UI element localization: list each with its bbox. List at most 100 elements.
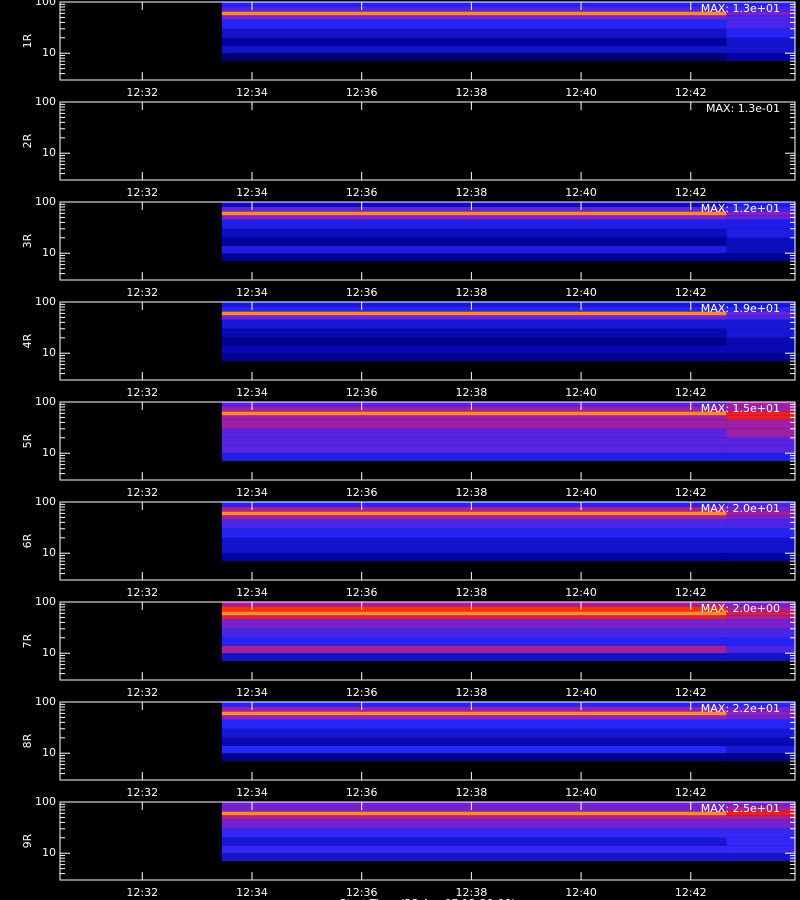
heatmap-cell [221,6,727,12]
x-tick-label: 12:32 [126,686,158,699]
heatmap-cell [726,102,795,107]
heatmap-cell [221,411,727,416]
x-tick-label: 12:36 [346,86,378,99]
x-tick-label: 12:32 [126,586,158,599]
heatmap-cell [726,753,795,762]
heatmap-cell [726,6,795,12]
plot-frame [59,401,796,481]
x-tick-label: 12:32 [126,486,158,499]
y-axis-label: 8R [21,733,34,748]
x-tick-label: 12:32 [126,786,158,799]
heatmap-cell [221,153,727,162]
x-tick-label: 12:38 [456,486,488,499]
max-annotation: MAX: 1.9e+01 [701,302,780,315]
heatmap-cell [726,111,795,116]
x-tick-label: 12:32 [126,286,158,299]
heatmap-cell [726,615,795,620]
heatmap-cell [726,828,795,838]
heatmap-cell [221,837,727,846]
x-tick-label: 12:42 [675,686,707,699]
y-tick-label: 10 [42,346,56,359]
heatmap-cell [726,419,795,429]
x-tick-label: 12:36 [346,486,378,499]
heatmap-cell [221,728,727,738]
y-tick-label: 100 [35,295,56,308]
heatmap-cell [221,219,727,229]
heatmap-cell [726,528,795,538]
x-tick-label: 12:38 [456,686,488,699]
x-tick-label: 12:34 [236,586,268,599]
heatmap-cell [726,215,795,220]
heatmap-cell [221,211,727,216]
heatmap-cell [221,637,727,646]
x-tick-label: 12:42 [675,386,707,399]
x-tick-label: 12:34 [236,686,268,699]
heatmap-cell [221,828,727,838]
x-tick-label: 12:38 [456,886,488,899]
y-tick-label: 10 [42,446,56,459]
heatmap-cell [726,602,795,607]
heatmap-cell [221,428,727,438]
heatmap-cell [726,406,795,412]
plot-frame [59,1,796,81]
plot-frame [59,801,796,881]
heatmap-cell [221,745,727,754]
heatmap-cell [221,253,727,262]
heatmap-cell [221,237,727,246]
y-tick-label: 100 [35,395,56,408]
heatmap-cell [726,306,795,312]
heatmap-cell [726,637,795,646]
heatmap-cell [726,815,795,820]
y-tick-label: 10 [42,646,56,659]
heatmap-cell [726,219,795,229]
heatmap-cell [726,206,795,212]
heatmap-cell [726,237,795,246]
max-annotation: MAX: 2.2e+01 [701,702,780,715]
x-tick-label: 12:42 [675,286,707,299]
heatmap-cell [726,315,795,320]
heatmap-cell [221,37,727,46]
heatmap-cell [221,415,727,420]
heatmap-cell [726,619,795,629]
x-tick-label: 12:38 [456,786,488,799]
x-tick-label: 12:34 [236,386,268,399]
heatmap-cell [221,615,727,620]
heatmap-cell [726,45,795,54]
heatmap-cell [221,145,727,154]
heatmap-cell [726,115,795,120]
heatmap-cell [726,337,795,346]
x-tick-label: 12:32 [126,886,158,899]
heatmap-cell [221,806,727,812]
heatmap-cell [221,245,727,254]
heatmap-cell [726,611,795,616]
y-tick-label: 10 [42,846,56,859]
x-tick-label: 12:34 [236,286,268,299]
y-tick-label: 100 [35,95,56,108]
max-annotation: MAX: 1.2e+01 [701,202,780,215]
y-tick-label: 10 [42,746,56,759]
heatmap-cell [221,553,727,562]
heatmap-cell [221,453,727,462]
x-tick-label: 12:36 [346,286,378,299]
heatmap-cell [221,853,727,862]
heatmap-cell [726,228,795,238]
x-tick-label: 12:40 [565,386,597,399]
heatmap-cell [726,737,795,746]
y-tick-label: 100 [35,695,56,708]
heatmap-cell [726,806,795,812]
y-tick-label: 10 [42,46,56,59]
heatmap-cell [221,506,727,512]
heatmap-cell [726,437,795,446]
x-tick-label: 12:36 [346,686,378,699]
heatmap-cell [726,145,795,154]
heatmap-cell [221,715,727,720]
heatmap-cell [221,528,727,538]
heatmap-cell [726,711,795,716]
heatmap-cell [726,511,795,516]
heatmap-cell [726,128,795,138]
heatmap-cell [726,837,795,846]
heatmap-cell [726,719,795,729]
heatmap-cell [221,537,727,546]
x-tick-label: 12:40 [565,886,597,899]
